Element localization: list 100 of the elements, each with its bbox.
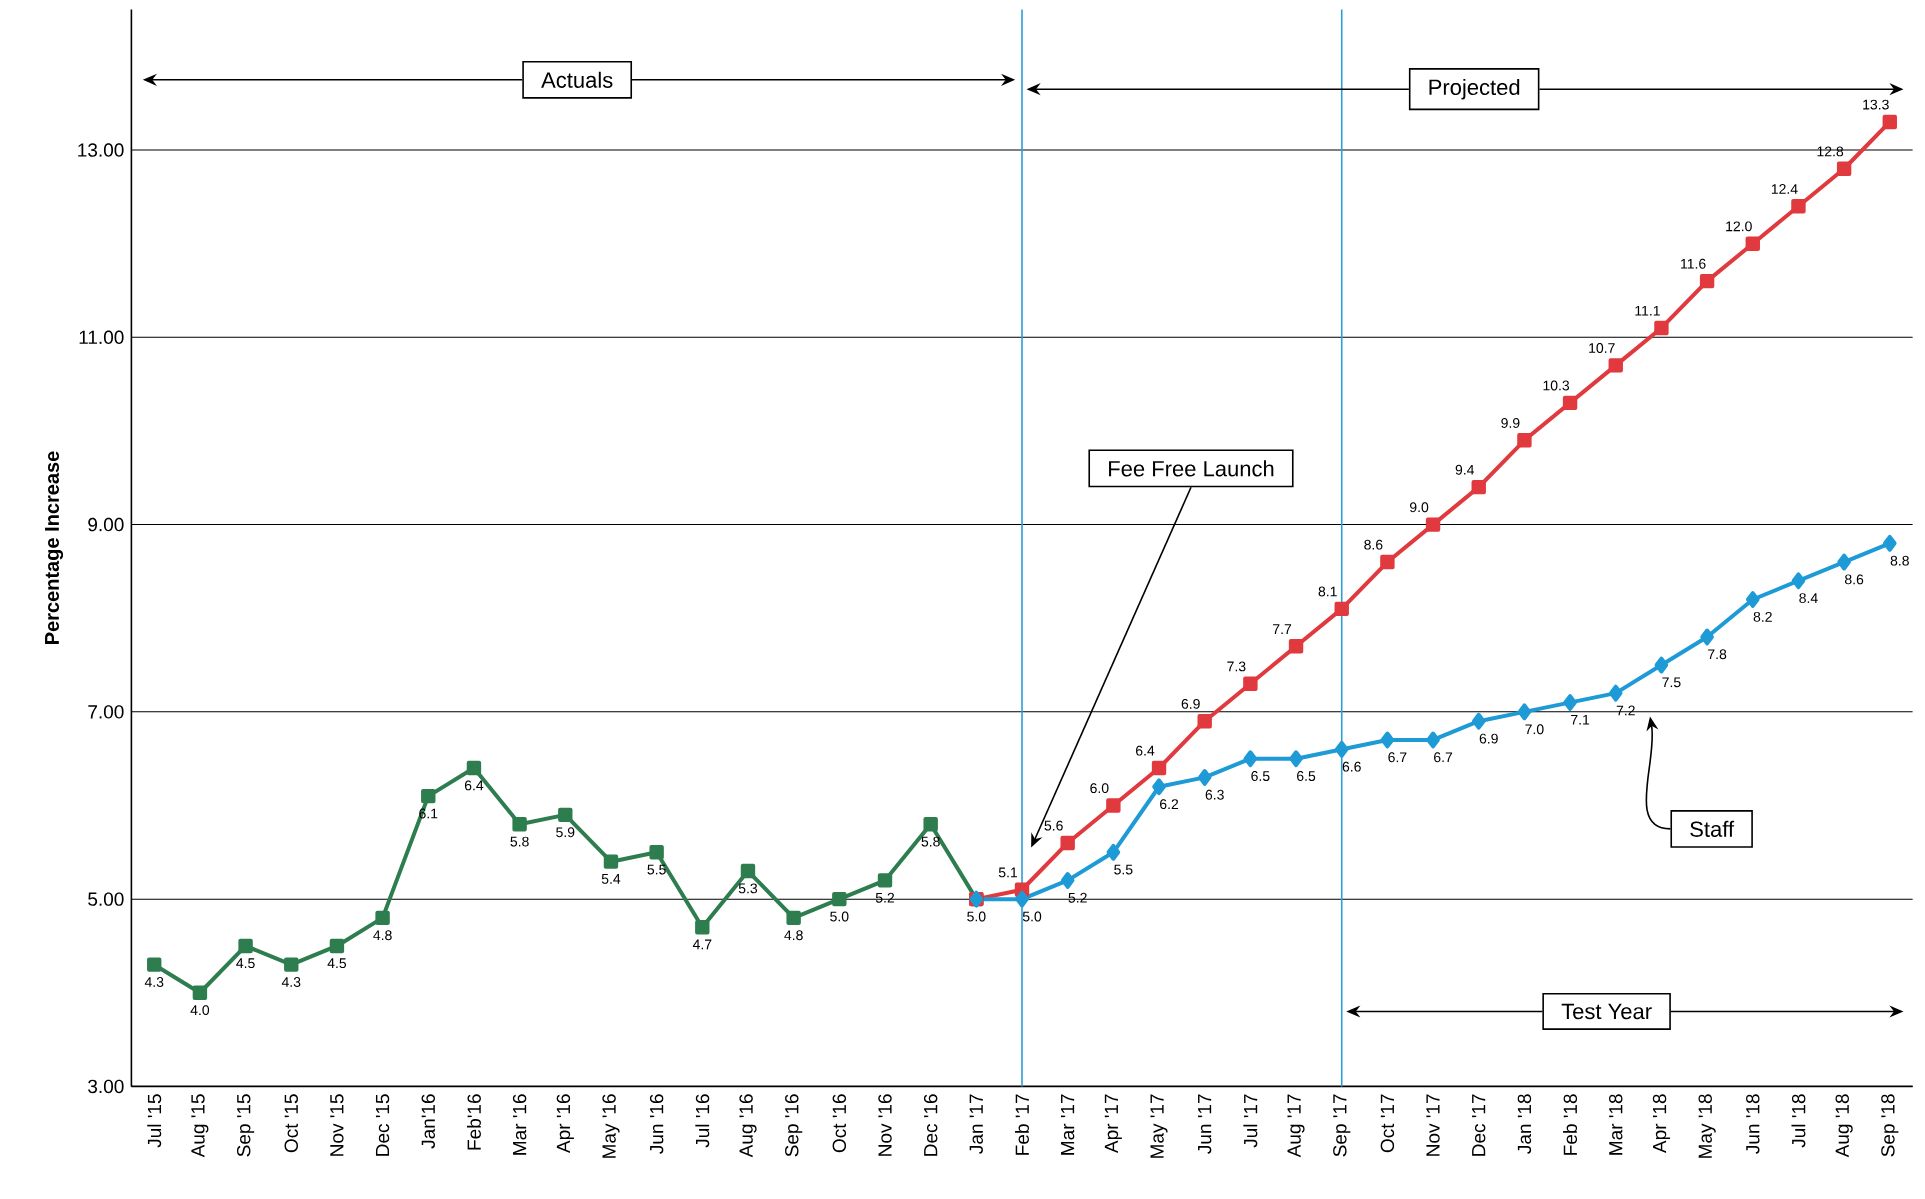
- x-tick-label: Sep '18: [1881, 1094, 1899, 1157]
- data-label: 7.3: [1227, 661, 1246, 672]
- data-label: 6.4: [1136, 745, 1155, 756]
- x-tick-label: Jan '18: [1517, 1094, 1532, 1154]
- x-tick-label: Apr '16: [556, 1094, 574, 1154]
- data-label: 6.0: [1090, 783, 1109, 794]
- x-tick-label: Feb'16: [466, 1094, 481, 1150]
- data-label: 5.5: [1114, 864, 1133, 875]
- x-tick-label: Sep '15: [236, 1094, 255, 1157]
- y-tick-label: 11.00: [79, 330, 124, 345]
- data-label: 11.1: [1635, 305, 1660, 316]
- data-label: 6.2: [1160, 799, 1179, 810]
- data-label: 6.9: [1479, 733, 1498, 744]
- x-tick-label: Oct '15: [284, 1094, 298, 1153]
- x-tick-label: Jul '17: [1243, 1094, 1258, 1148]
- data-label: 5.4: [601, 874, 621, 884]
- data-label: 12.4: [1771, 184, 1798, 194]
- x-tick-label: Mar '16: [512, 1094, 527, 1155]
- x-tick-label: Apr '17: [1104, 1094, 1122, 1154]
- data-label: 5.0: [1022, 911, 1042, 922]
- x-tick-label: Dec '16: [923, 1094, 938, 1156]
- x-tick-label: Sep '16: [785, 1094, 803, 1157]
- data-label: 12.8: [1817, 146, 1844, 157]
- annotation: Fee Free Launch: [1109, 460, 1274, 477]
- data-label: 7.8: [1708, 649, 1727, 660]
- data-label: 5.5: [647, 864, 666, 875]
- data-label: 8.8: [1890, 555, 1909, 566]
- data-label: 4.0: [190, 1005, 210, 1016]
- data-label: 6.5: [1251, 771, 1270, 781]
- x-tick-label: Nov '17: [1426, 1094, 1440, 1156]
- data-label: 11.6: [1681, 258, 1706, 269]
- y-tick-label: 13.00: [78, 143, 124, 157]
- x-tick-label: Jul '15: [147, 1094, 162, 1148]
- data-label: 4.7: [692, 939, 712, 950]
- x-tick-label: May '16: [602, 1094, 620, 1158]
- data-label: 8.6: [1844, 574, 1864, 585]
- data-label: 7.5: [1662, 677, 1681, 688]
- x-tick-label: Apr '18: [1652, 1094, 1671, 1154]
- data-label: 13.3: [1863, 99, 1889, 110]
- x-tick-label: Feb '18: [1563, 1094, 1578, 1155]
- y-tick-label: 3.00: [88, 1079, 124, 1094]
- data-label: 5.3: [738, 883, 758, 894]
- data-label: 4.5: [327, 958, 347, 969]
- x-tick-label: May '18: [1698, 1094, 1716, 1158]
- x-tick-label: Jun '18: [1746, 1094, 1760, 1154]
- y-tick-label: 9.00: [88, 517, 124, 532]
- x-tick-label: Sep '17: [1333, 1094, 1351, 1157]
- data-label: 6.4: [464, 780, 484, 791]
- data-label: 9.4: [1455, 464, 1475, 475]
- annotation: Actuals: [541, 71, 613, 88]
- data-label: 6.9: [1181, 698, 1200, 709]
- data-label: 7.7: [1273, 624, 1292, 634]
- x-tick-label: Jun '17: [1198, 1094, 1212, 1154]
- data-label: 4.8: [373, 930, 392, 941]
- data-label: 6.6: [1342, 761, 1361, 772]
- data-label: 8.4: [1799, 593, 1818, 604]
- x-tick-label: Nov '15: [330, 1094, 344, 1156]
- data-label: 6.5: [1297, 771, 1316, 781]
- x-tick-label: Dec '15: [375, 1094, 390, 1156]
- data-label: 7.0: [1525, 724, 1544, 735]
- y-axis-title: Percentage Increase: [45, 451, 64, 644]
- data-label: 5.0: [967, 911, 986, 922]
- x-tick-label: Jun '16: [649, 1094, 664, 1154]
- x-tick-label: Jul '16: [695, 1094, 710, 1148]
- data-label: 5.9: [556, 827, 575, 838]
- x-tick-label: Jan'16: [421, 1094, 435, 1149]
- data-label: 6.7: [1388, 752, 1407, 763]
- x-tick-label: Dec '17: [1472, 1094, 1486, 1156]
- x-tick-label: May '17: [1150, 1094, 1168, 1158]
- data-label: 5.6: [1044, 820, 1063, 831]
- x-tick-label: Mar '17: [1061, 1094, 1075, 1155]
- x-tick-label: Aug '15: [191, 1094, 209, 1158]
- x-tick-label: Aug '17: [1287, 1094, 1305, 1158]
- data-label: 4.3: [144, 977, 164, 987]
- data-label: 9.9: [1501, 418, 1520, 428]
- data-label: 7.1: [1571, 714, 1590, 725]
- data-label: 8.2: [1753, 611, 1772, 622]
- y-tick-label: 5.00: [88, 892, 124, 906]
- data-label: 4.8: [784, 930, 803, 941]
- data-label: 5.0: [830, 911, 849, 922]
- annotation: Test Year: [1561, 1003, 1652, 1020]
- data-label: 4.3: [281, 977, 301, 987]
- data-label: 8.1: [1318, 586, 1337, 597]
- annotation: Staff: [1690, 820, 1735, 837]
- y-tick-label: 7.00: [88, 705, 124, 719]
- data-label: 5.8: [921, 836, 940, 847]
- data-label: 5.1: [998, 867, 1018, 878]
- x-tick-label: Feb '17: [1015, 1094, 1029, 1155]
- x-tick-label: Oct '17: [1380, 1094, 1395, 1153]
- data-label: 10.3: [1543, 380, 1570, 391]
- data-label: 6.3: [1205, 789, 1224, 800]
- x-tick-label: Aug '16: [739, 1094, 757, 1158]
- x-tick-label: Aug '18: [1835, 1094, 1853, 1158]
- x-tick-label: Nov '16: [878, 1094, 892, 1156]
- data-label: 4.5: [236, 958, 255, 969]
- data-label: 5.8: [510, 836, 529, 847]
- x-tick-label: Jul '18: [1791, 1094, 1806, 1148]
- x-tick-label: Oct '16: [832, 1094, 847, 1153]
- data-label: 8.6: [1364, 539, 1383, 550]
- data-label: 6.7: [1434, 752, 1453, 763]
